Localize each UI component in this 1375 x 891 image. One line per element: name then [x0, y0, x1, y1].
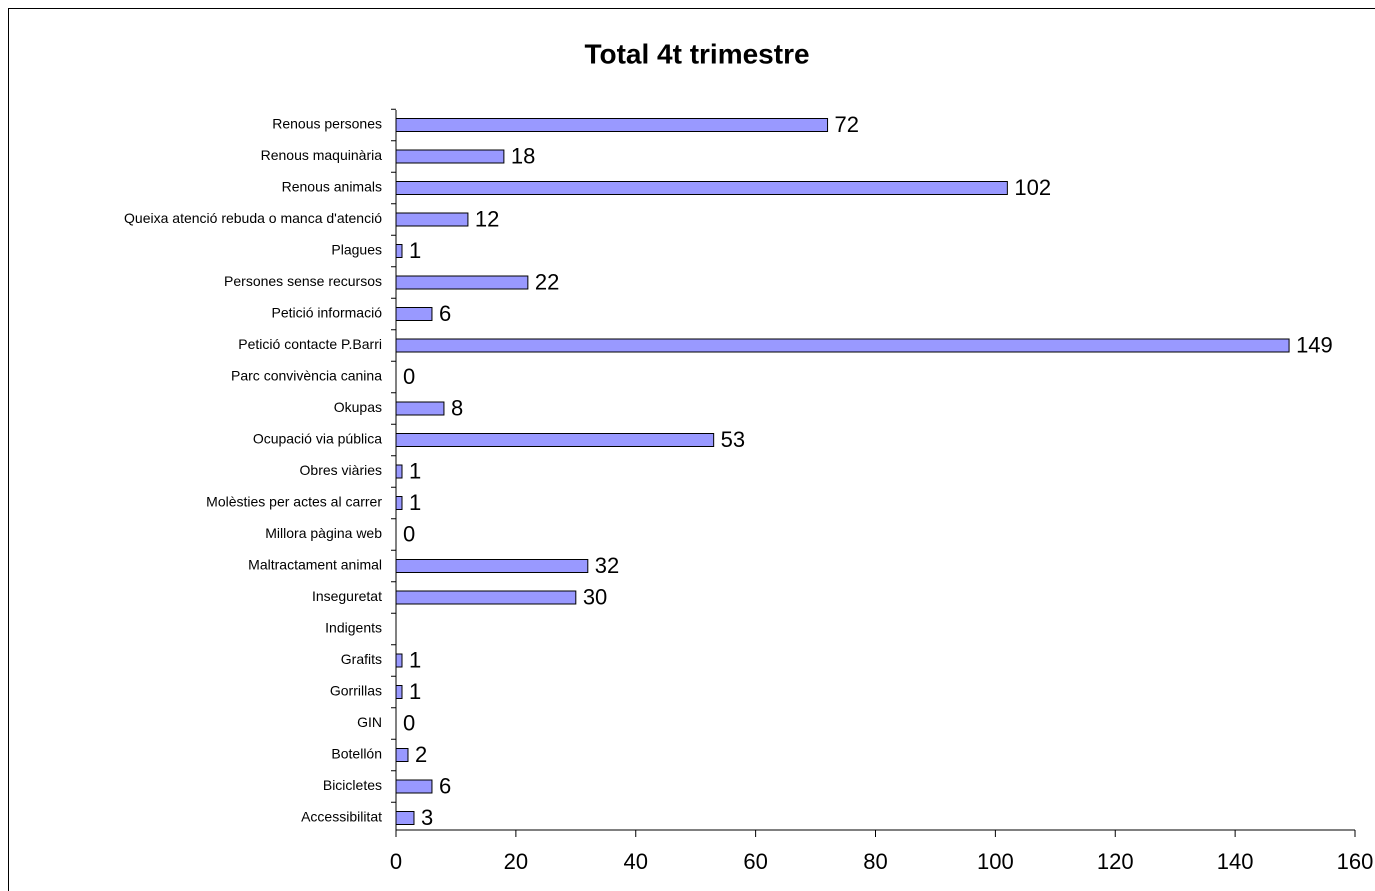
- y-tick-label: Botellón: [331, 746, 382, 762]
- y-tick-label: Queixa atenció rebuda o manca d'atenció: [124, 210, 382, 226]
- value-label: 8: [451, 395, 463, 420]
- y-tick-label: Ocupació via pública: [253, 431, 382, 447]
- y-tick-label: Molèsties per actes al carrer: [206, 494, 382, 510]
- y-tick-label: Maltractament animal: [248, 557, 382, 573]
- y-tick-label: Petició informació: [272, 305, 383, 321]
- x-tick-label: 120: [1097, 849, 1134, 874]
- bar: [395, 559, 589, 573]
- x-tick-label: 40: [624, 849, 648, 874]
- value-label: 1: [409, 238, 421, 263]
- chart-frame: [8, 8, 1375, 891]
- bar: [395, 811, 415, 825]
- value-label: 0: [403, 364, 415, 389]
- value-label: 6: [439, 773, 451, 798]
- value-label: 30: [583, 584, 607, 609]
- y-tick-label: Grafits: [341, 651, 382, 667]
- x-tick-label: 80: [863, 849, 887, 874]
- bar: [395, 748, 409, 762]
- x-tick-label: 0: [390, 849, 402, 874]
- y-tick-label: Renous maquinària: [261, 147, 383, 163]
- y-tick-label: Okupas: [334, 399, 382, 415]
- y-tick-label: Petició contacte P.Barri: [238, 336, 382, 352]
- value-label: 2: [415, 742, 427, 767]
- x-tick-label: 100: [977, 849, 1014, 874]
- value-label: 1: [409, 647, 421, 672]
- value-label: 6: [439, 301, 451, 326]
- value-label: 149: [1296, 332, 1333, 357]
- bar: [395, 275, 529, 290]
- value-label: 1: [409, 490, 421, 515]
- x-tick-label: 60: [743, 849, 767, 874]
- bar: [395, 590, 577, 605]
- bar: [395, 779, 433, 794]
- value-label: 3: [421, 805, 433, 830]
- value-label: 22: [535, 269, 559, 294]
- y-tick-label: Millora pàgina web: [265, 525, 382, 541]
- y-tick-label: Parc convivència canina: [231, 368, 382, 384]
- bar: [395, 181, 1008, 195]
- bar: [395, 496, 403, 510]
- y-tick-label: Accessibilitat: [301, 809, 382, 825]
- y-tick-label: Renous persones: [272, 116, 382, 132]
- value-label: 53: [721, 427, 745, 452]
- y-tick-label: Indigents: [325, 620, 382, 636]
- value-label: 32: [595, 553, 619, 578]
- value-label: 1: [409, 458, 421, 483]
- value-label: 0: [403, 521, 415, 546]
- bar: [395, 338, 1290, 353]
- bar: [395, 653, 403, 668]
- y-tick-label: Bicicletes: [323, 777, 382, 793]
- value-label: 18: [511, 143, 535, 168]
- value-label: 102: [1014, 175, 1051, 200]
- bar: [395, 433, 715, 447]
- x-tick-label: 20: [504, 849, 528, 874]
- y-tick-label: Renous animals: [282, 179, 382, 195]
- y-tick-label: Obres viàries: [300, 462, 382, 478]
- value-label: 0: [403, 710, 415, 735]
- bar: [395, 244, 403, 258]
- y-tick-label: Plagues: [331, 242, 382, 258]
- y-tick-label: Inseguretat: [312, 588, 382, 604]
- y-tick-label: Persones sense recursos: [224, 273, 382, 289]
- bar: [395, 118, 829, 132]
- y-tick-label: Gorrillas: [330, 683, 382, 699]
- value-label: 12: [475, 206, 499, 231]
- bar: [395, 149, 505, 164]
- y-tick-label: GIN: [357, 714, 382, 730]
- bar: [395, 685, 403, 699]
- value-label: 1: [409, 679, 421, 704]
- chart-title: Total 4t trimestre: [584, 38, 809, 69]
- bar: [395, 464, 403, 479]
- value-label: 72: [835, 112, 859, 137]
- x-tick-label: 140: [1217, 849, 1254, 874]
- bar: [395, 401, 445, 416]
- x-tick-label: 160: [1337, 849, 1374, 874]
- bar: [395, 212, 469, 227]
- bar: [395, 307, 433, 321]
